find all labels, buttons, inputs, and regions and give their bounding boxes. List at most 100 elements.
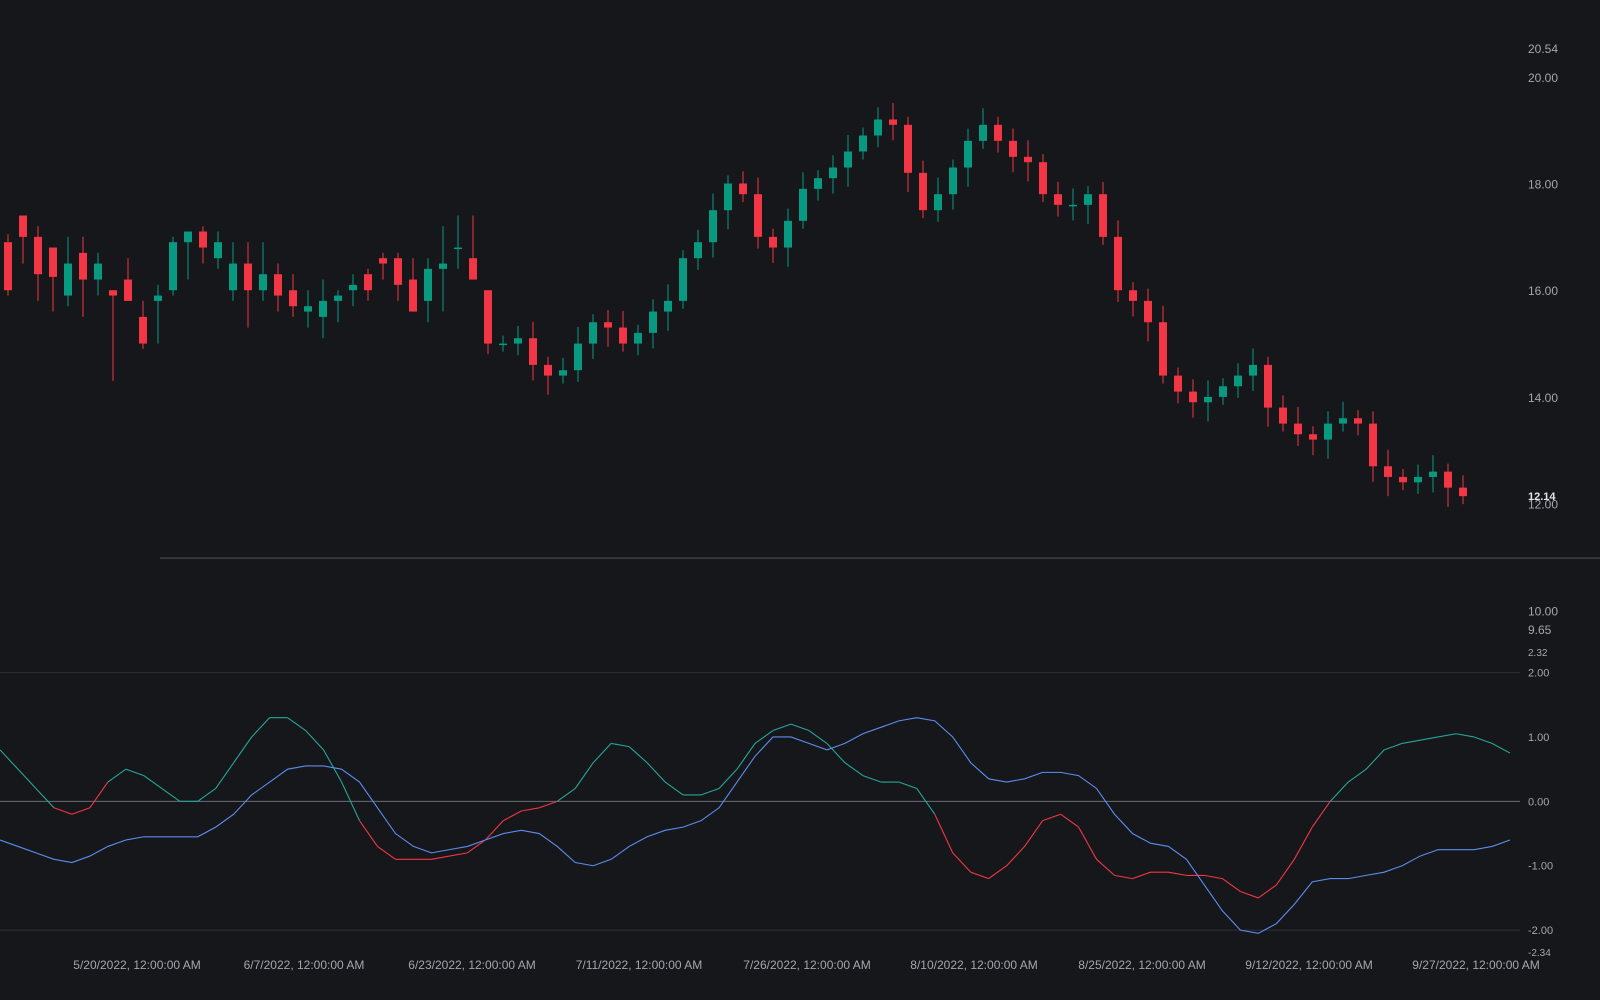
- candle-body[interactable]: [904, 124, 912, 173]
- candle-body[interactable]: [1204, 396, 1212, 403]
- candle-body[interactable]: [619, 327, 627, 344]
- candle-body[interactable]: [1324, 423, 1332, 440]
- candle-body[interactable]: [1309, 434, 1317, 440]
- candle-body[interactable]: [1144, 300, 1152, 323]
- candle-body[interactable]: [1114, 236, 1122, 291]
- candle-body[interactable]: [289, 290, 297, 307]
- candle-body[interactable]: [364, 274, 372, 291]
- candle-body[interactable]: [1369, 423, 1377, 467]
- candle-body[interactable]: [439, 263, 447, 269]
- candle-body[interactable]: [379, 258, 387, 264]
- candle-body[interactable]: [859, 135, 867, 152]
- candle-body[interactable]: [394, 258, 402, 285]
- candle-body[interactable]: [1189, 391, 1197, 403]
- candle-body[interactable]: [259, 274, 267, 291]
- candle-body[interactable]: [469, 258, 477, 280]
- candle-body[interactable]: [229, 263, 237, 291]
- candle-body[interactable]: [829, 167, 837, 179]
- candle-body[interactable]: [724, 183, 732, 211]
- candle-body[interactable]: [799, 188, 807, 221]
- candle-body[interactable]: [1444, 471, 1452, 488]
- candle-body[interactable]: [484, 290, 492, 344]
- candle-body[interactable]: [964, 140, 972, 168]
- candle-body[interactable]: [919, 172, 927, 211]
- candle-body[interactable]: [1249, 364, 1257, 376]
- candle-body[interactable]: [1174, 375, 1182, 392]
- candle-body[interactable]: [109, 290, 117, 296]
- candle-body[interactable]: [739, 183, 747, 195]
- candle-body[interactable]: [1024, 156, 1032, 163]
- candle-body[interactable]: [199, 231, 207, 248]
- candle-body[interactable]: [769, 236, 777, 248]
- candle-body[interactable]: [1069, 204, 1077, 207]
- candle-body[interactable]: [1429, 471, 1437, 477]
- candle-body[interactable]: [844, 151, 852, 168]
- candle-body[interactable]: [154, 295, 162, 301]
- candle-body[interactable]: [1054, 194, 1062, 205]
- candle-body[interactable]: [1039, 162, 1047, 195]
- candle-body[interactable]: [664, 300, 672, 312]
- candle-body[interactable]: [4, 242, 12, 291]
- candle-body[interactable]: [949, 167, 957, 195]
- candle-body[interactable]: [1279, 407, 1287, 424]
- candle-body[interactable]: [499, 343, 507, 346]
- candle-body[interactable]: [64, 263, 72, 296]
- candle-body[interactable]: [559, 370, 567, 376]
- candle-body[interactable]: [679, 258, 687, 301]
- candle-body[interactable]: [424, 268, 432, 301]
- candle-body[interactable]: [529, 338, 537, 365]
- candle-body[interactable]: [814, 178, 822, 189]
- candle-body[interactable]: [319, 300, 327, 317]
- candle-body[interactable]: [1099, 194, 1107, 237]
- candle-body[interactable]: [1219, 386, 1227, 397]
- candle-body[interactable]: [214, 242, 222, 259]
- candle-body[interactable]: [169, 242, 177, 291]
- candle-body[interactable]: [1294, 423, 1302, 435]
- candle-body[interactable]: [784, 220, 792, 248]
- candle-body[interactable]: [184, 231, 192, 243]
- candle-body[interactable]: [874, 119, 882, 136]
- candle-body[interactable]: [634, 332, 642, 344]
- candle-body[interactable]: [19, 215, 27, 237]
- candle-body[interactable]: [979, 124, 987, 141]
- candle-body[interactable]: [589, 322, 597, 344]
- candle-body[interactable]: [994, 124, 1002, 141]
- candle-body[interactable]: [49, 247, 57, 277]
- candle-body[interactable]: [349, 284, 357, 291]
- candle-body[interactable]: [1459, 487, 1467, 497]
- candle-body[interactable]: [334, 295, 342, 301]
- indicator-slow-line[interactable]: [0, 717, 1511, 934]
- candle-body[interactable]: [139, 316, 147, 344]
- candle-body[interactable]: [649, 311, 657, 333]
- candle-body[interactable]: [304, 306, 312, 312]
- candle-body[interactable]: [274, 274, 282, 296]
- candle-body[interactable]: [889, 119, 897, 125]
- candle-body[interactable]: [1084, 194, 1092, 205]
- candle-body[interactable]: [934, 194, 942, 211]
- candle-body[interactable]: [1339, 418, 1347, 424]
- candle-body[interactable]: [709, 210, 717, 243]
- candle-body[interactable]: [1129, 290, 1137, 301]
- candle-body[interactable]: [454, 247, 462, 250]
- candle-body[interactable]: [1009, 140, 1017, 157]
- candle-body[interactable]: [574, 343, 582, 371]
- candle-body[interactable]: [514, 338, 522, 344]
- candle-body[interactable]: [1414, 476, 1422, 483]
- candle-body[interactable]: [694, 242, 702, 259]
- candle-body[interactable]: [544, 364, 552, 376]
- candle-body[interactable]: [34, 236, 42, 275]
- candle-body[interactable]: [1264, 364, 1272, 408]
- candle-body[interactable]: [244, 263, 252, 291]
- candle-body[interactable]: [409, 279, 417, 312]
- candle-body[interactable]: [1234, 375, 1242, 387]
- candle-body[interactable]: [1384, 466, 1392, 477]
- candle-body[interactable]: [604, 322, 612, 328]
- candle-body[interactable]: [94, 263, 102, 280]
- candle-body[interactable]: [124, 279, 132, 301]
- candle-body[interactable]: [79, 252, 87, 280]
- candle-body[interactable]: [754, 194, 762, 237]
- candle-body[interactable]: [1159, 322, 1167, 376]
- candle-body[interactable]: [1354, 418, 1362, 424]
- candle-body[interactable]: [1399, 476, 1407, 483]
